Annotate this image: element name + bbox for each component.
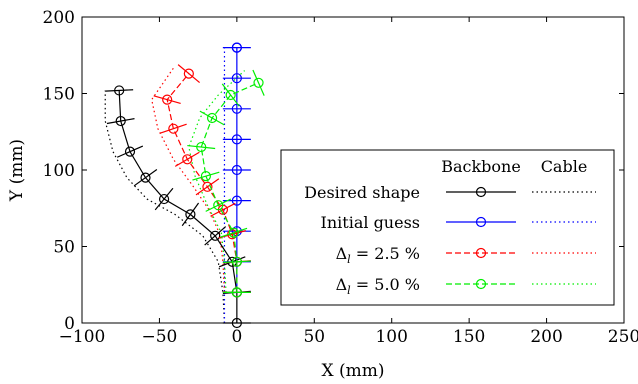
cable-line-series-3 [188, 70, 246, 293]
disk-mark [199, 110, 225, 126]
disk-mark [105, 89, 134, 92]
x-tick-label: 150 [453, 327, 485, 347]
data-point-marker [231, 73, 242, 84]
data-point-marker [200, 171, 211, 182]
legend-label: Δl = 2.5 % [336, 244, 420, 266]
disk-mark [153, 95, 181, 104]
data-point-marker [185, 209, 196, 220]
disk-mark [159, 123, 187, 134]
disk-mark [220, 227, 248, 238]
cable-line-series-0 [104, 90, 226, 324]
x-tick-label: −50 [141, 327, 177, 347]
data-point-marker [231, 195, 242, 206]
x-tick-label: 0 [231, 327, 242, 347]
legend-marker [475, 216, 487, 228]
data-point-marker [253, 77, 264, 88]
data-point-marker [231, 256, 242, 267]
legend-box [280, 149, 615, 306]
disk-mark [116, 145, 144, 158]
disk-mark [221, 83, 240, 107]
y-axis-label: Y (mm) [7, 139, 27, 202]
disk-mark [192, 171, 220, 181]
data-point-marker [162, 94, 173, 105]
data-point-marker [182, 154, 193, 165]
legend-header-backbone: Backbone [441, 157, 521, 176]
data-point-marker [206, 112, 218, 124]
backbone-line-series-0 [118, 90, 238, 323]
x-tick-label: 100 [375, 327, 407, 347]
x-axis-label: X (mm) [321, 361, 384, 381]
disk-mark [106, 118, 135, 125]
disk-mark [154, 187, 174, 211]
legend-marker [475, 247, 487, 259]
disk-mark [205, 198, 232, 212]
legend-marker [475, 278, 487, 290]
legend-label: Initial guess [321, 213, 420, 232]
data-point-marker [213, 200, 224, 211]
legend-label: Δl = 5.0 % [336, 275, 420, 297]
data-point-marker [231, 317, 242, 329]
backbone-line-series-3 [200, 82, 259, 293]
disk-mark [252, 69, 265, 96]
data-point-marker [225, 89, 236, 101]
backbone-line-series-2 [166, 73, 238, 293]
disk-mark [204, 226, 227, 246]
data-point-marker [228, 227, 239, 238]
disk-mark [222, 260, 251, 264]
disk-mark [177, 64, 200, 84]
data-point-marker [158, 193, 170, 205]
disk-mark [174, 151, 200, 167]
y-tick-label: 0 [64, 314, 75, 334]
disk-mark [133, 168, 158, 187]
data-point-marker [196, 141, 207, 153]
x-tick-label: −100 [59, 327, 106, 347]
disk-mark [187, 144, 216, 150]
x-tick-label: 200 [530, 327, 562, 347]
y-tick-label: 150 [43, 85, 75, 105]
data-point-marker [168, 123, 179, 134]
disk-mark [210, 202, 236, 217]
x-tick-label: 250 [608, 327, 638, 347]
data-point-marker [231, 42, 242, 53]
data-point-marker [202, 181, 213, 192]
data-point-marker [231, 103, 242, 114]
plot-area [104, 42, 265, 329]
data-point-marker [183, 68, 194, 79]
data-point-marker [231, 164, 242, 176]
axes: −100 −50 0 50 100 150 200 250 0 50 100 150 200 [43, 8, 638, 347]
y-tick-label: 50 [53, 238, 75, 258]
legend: Backbone Cable Desired shape Initial guess Δ… [280, 149, 615, 306]
data-point-marker [231, 134, 242, 145]
data-point-marker [115, 115, 126, 127]
x-tick-label: 50 [303, 327, 325, 347]
y-tick-label: 100 [43, 161, 75, 181]
legend-label: Desired shape [304, 183, 420, 202]
disk-mark [195, 178, 220, 196]
data-point-marker [124, 146, 136, 157]
y-tick-label: 200 [43, 8, 75, 28]
cable-line-series-2 [151, 65, 226, 293]
legend-header-cable: Cable [541, 157, 588, 176]
disk-mark [181, 202, 200, 227]
data-point-marker [140, 172, 151, 183]
legend-marker [475, 186, 487, 198]
data-point-marker [231, 287, 242, 298]
data-point-marker [210, 230, 221, 241]
data-point-marker [114, 85, 125, 96]
